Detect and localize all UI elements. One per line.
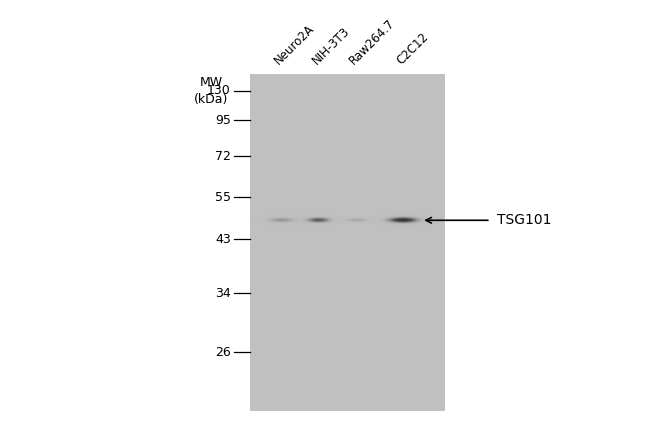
Text: 43: 43: [215, 233, 231, 246]
Text: 130: 130: [207, 84, 231, 97]
Text: 26: 26: [215, 346, 231, 359]
Text: C2C12: C2C12: [394, 31, 430, 68]
Text: 34: 34: [215, 287, 231, 300]
Text: Raw264.7: Raw264.7: [347, 17, 398, 68]
Bar: [250, 74, 445, 411]
Text: MW: MW: [200, 76, 223, 89]
Text: (kDa): (kDa): [194, 93, 228, 106]
Text: 72: 72: [215, 150, 231, 162]
Text: Neuro2A: Neuro2A: [272, 22, 317, 68]
Text: 95: 95: [215, 114, 231, 127]
Text: TSG101: TSG101: [497, 213, 552, 227]
Text: NIH-3T3: NIH-3T3: [309, 25, 352, 68]
Text: 55: 55: [214, 191, 231, 204]
